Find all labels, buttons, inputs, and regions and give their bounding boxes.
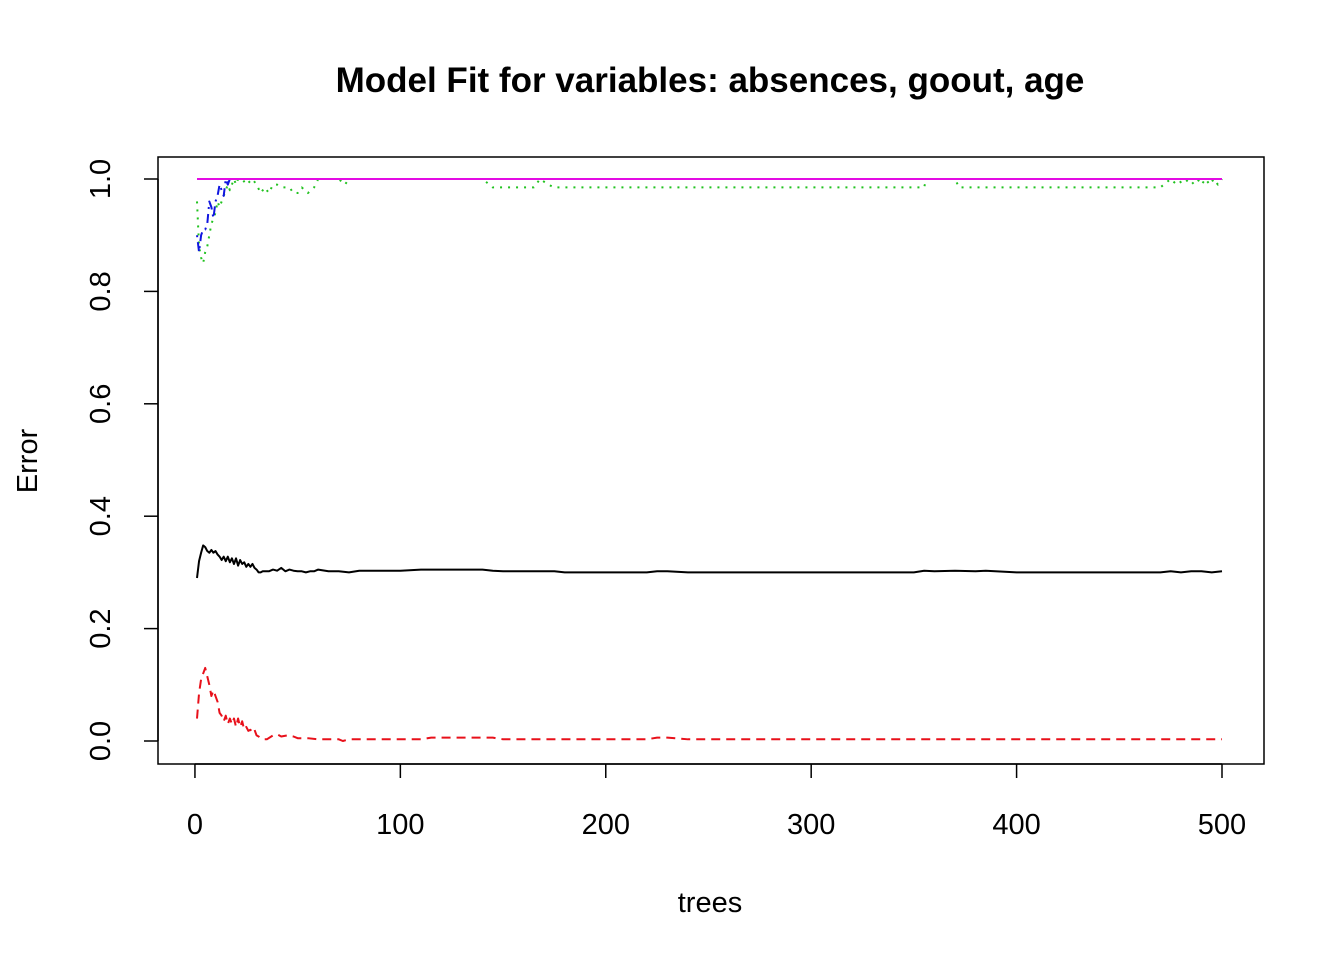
series-line-2 — [196, 666, 1222, 742]
x-tick-label: 300 — [787, 809, 835, 841]
series-layer — [196, 178, 1223, 742]
plot-frame — [157, 156, 1265, 765]
series-line-1 — [196, 544, 1223, 579]
series-line-3 — [196, 178, 1223, 265]
x-tick-label: 500 — [1198, 809, 1246, 841]
y-axis-label: Error — [12, 428, 44, 493]
x-tick-label: 0 — [187, 809, 203, 841]
y-tick-label: 0.6 — [85, 384, 117, 424]
x-tick-label: 200 — [582, 809, 630, 841]
y-tick-label: 0.4 — [85, 496, 117, 536]
y-axis: 0.0 0.2 0.4 0.6 0.8 1.0 — [85, 159, 159, 761]
y-tick-label: 0.2 — [85, 608, 117, 648]
y-tick-label: 0.8 — [85, 271, 117, 311]
x-tick-label: 400 — [992, 809, 1040, 841]
y-tick-label: 0.0 — [85, 721, 117, 761]
x-axis-label: trees — [678, 887, 742, 919]
y-tick-label: 1.0 — [85, 159, 117, 199]
series-line-4 — [196, 178, 1222, 254]
x-axis: 0 100 200 300 400 500 — [187, 763, 1246, 841]
x-tick-label: 100 — [376, 809, 424, 841]
chart-title: Model Fit for variables: absences, goout… — [336, 61, 1085, 100]
